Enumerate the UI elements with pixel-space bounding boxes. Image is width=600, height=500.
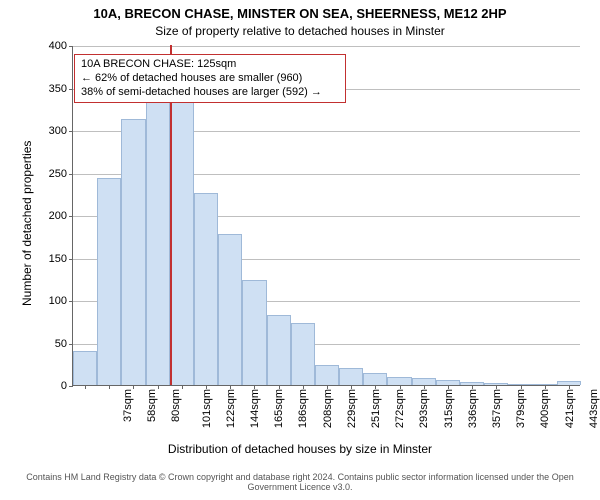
x-tick bbox=[569, 385, 570, 389]
y-tick bbox=[69, 46, 73, 47]
x-axis-label: Distribution of detached houses by size … bbox=[0, 442, 600, 456]
y-tick-label: 200 bbox=[49, 210, 67, 222]
y-tick bbox=[69, 386, 73, 387]
x-tick bbox=[351, 385, 352, 389]
histogram-bar bbox=[412, 378, 436, 385]
x-tick bbox=[158, 385, 159, 389]
x-tick bbox=[521, 385, 522, 389]
x-tick bbox=[424, 385, 425, 389]
y-tick bbox=[69, 259, 73, 260]
x-tick-label: 58sqm bbox=[146, 389, 158, 422]
histogram-bar bbox=[339, 368, 363, 385]
histogram-bar bbox=[291, 323, 315, 385]
y-tick bbox=[69, 174, 73, 175]
footer-attribution: Contains HM Land Registry data © Crown c… bbox=[0, 472, 600, 492]
histogram-bar bbox=[170, 90, 194, 385]
histogram-bar bbox=[146, 79, 170, 385]
x-tick bbox=[230, 385, 231, 389]
x-tick bbox=[85, 385, 86, 389]
y-tick bbox=[69, 344, 73, 345]
histogram-bar bbox=[242, 280, 266, 385]
x-tick-label: 336sqm bbox=[467, 389, 479, 428]
x-tick bbox=[545, 385, 546, 389]
x-tick-label: 186sqm bbox=[298, 389, 310, 428]
x-tick-label: 357sqm bbox=[491, 389, 503, 428]
histogram-bar bbox=[97, 178, 121, 385]
annotation-box: 10A BRECON CHASE: 125sqm← 62% of detache… bbox=[74, 54, 346, 103]
grid-line bbox=[73, 46, 580, 47]
x-tick-label: 443sqm bbox=[588, 389, 600, 428]
x-tick bbox=[303, 385, 304, 389]
x-tick-label: 122sqm bbox=[225, 389, 237, 428]
x-tick bbox=[206, 385, 207, 389]
histogram-bar bbox=[194, 193, 218, 385]
y-tick-label: 250 bbox=[49, 168, 67, 180]
x-tick-label: 379sqm bbox=[515, 389, 527, 428]
y-tick bbox=[69, 301, 73, 302]
y-tick bbox=[69, 89, 73, 90]
x-tick-label: 80sqm bbox=[171, 389, 183, 422]
histogram-bar bbox=[267, 315, 291, 385]
histogram-bar bbox=[363, 373, 387, 385]
x-tick bbox=[254, 385, 255, 389]
y-tick bbox=[69, 216, 73, 217]
x-tick-label: 272sqm bbox=[394, 389, 406, 428]
x-tick-label: 251sqm bbox=[370, 389, 382, 428]
x-tick bbox=[496, 385, 497, 389]
x-tick bbox=[448, 385, 449, 389]
x-tick-label: 165sqm bbox=[273, 389, 285, 428]
x-tick bbox=[400, 385, 401, 389]
y-tick-label: 100 bbox=[49, 295, 67, 307]
page-subtitle: Size of property relative to detached ho… bbox=[0, 24, 600, 38]
x-tick bbox=[279, 385, 280, 389]
x-tick-label: 293sqm bbox=[419, 389, 431, 428]
y-tick-label: 50 bbox=[55, 338, 67, 350]
x-tick bbox=[327, 385, 328, 389]
x-tick-label: 101sqm bbox=[201, 389, 213, 428]
x-tick-label: 229sqm bbox=[346, 389, 358, 428]
y-tick-label: 0 bbox=[61, 380, 67, 392]
y-tick-label: 150 bbox=[49, 253, 67, 265]
x-tick bbox=[375, 385, 376, 389]
histogram-bar bbox=[73, 351, 97, 385]
y-tick-label: 350 bbox=[49, 83, 67, 95]
x-tick-label: 37sqm bbox=[122, 389, 134, 422]
histogram-bar bbox=[218, 234, 242, 385]
y-tick-label: 400 bbox=[49, 40, 67, 52]
x-tick bbox=[109, 385, 110, 389]
page-title: 10A, BRECON CHASE, MINSTER ON SEA, SHEER… bbox=[0, 6, 600, 21]
histogram-bar bbox=[387, 377, 411, 386]
y-axis-label: Number of detached properties bbox=[20, 141, 34, 306]
annotation-line: ← 62% of detached houses are smaller (96… bbox=[81, 72, 339, 86]
x-tick-label: 400sqm bbox=[539, 389, 551, 428]
x-tick-label: 315sqm bbox=[443, 389, 455, 428]
x-tick bbox=[133, 385, 134, 389]
y-tick bbox=[69, 131, 73, 132]
annotation-line: 38% of semi-detached houses are larger (… bbox=[81, 86, 339, 100]
x-tick-label: 421sqm bbox=[564, 389, 576, 428]
annotation-line: 10A BRECON CHASE: 125sqm bbox=[81, 58, 339, 72]
y-tick-label: 300 bbox=[49, 125, 67, 137]
x-tick-label: 208sqm bbox=[322, 389, 334, 428]
histogram-bar bbox=[315, 365, 339, 385]
x-tick bbox=[472, 385, 473, 389]
x-tick-label: 144sqm bbox=[249, 389, 261, 428]
histogram-bar bbox=[121, 119, 145, 385]
x-tick bbox=[182, 385, 183, 389]
chart-root: 10A, BRECON CHASE, MINSTER ON SEA, SHEER… bbox=[0, 0, 600, 500]
